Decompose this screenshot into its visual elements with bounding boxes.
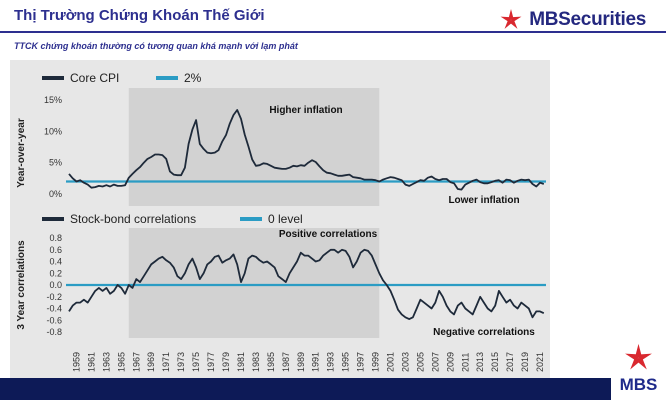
y-tick-label: 10% <box>44 126 62 136</box>
footer-band <box>0 378 666 400</box>
x-tick-label: 1971 <box>161 352 171 372</box>
x-tick-label: 1993 <box>326 352 336 372</box>
y-tick-label: -0.4 <box>46 304 62 314</box>
x-tick-label: 1961 <box>86 352 96 372</box>
y-tick-label: 15% <box>44 95 62 105</box>
x-tick-label: 2011 <box>460 353 470 372</box>
x-tick-label: 1985 <box>266 352 276 372</box>
y-axis-title-top: Year-over-year <box>16 118 27 188</box>
x-tick-label: 1979 <box>221 352 231 372</box>
x-tick-label: 1987 <box>281 352 291 372</box>
brand-name: MBSecurities <box>529 9 646 30</box>
x-tick-label: 1959 <box>71 352 81 372</box>
slide-subtitle: TTCK chứng khoán thường có tương quan kh… <box>14 41 298 51</box>
star-logo-icon <box>500 9 522 29</box>
annotation-higher-inflation: Higher inflation <box>269 105 342 116</box>
legend-label-core-cpi: Core CPI <box>70 71 119 85</box>
x-tick-label: 1983 <box>251 352 261 372</box>
x-tick-label: 1977 <box>206 352 216 372</box>
x-tick-label: 2013 <box>475 352 485 372</box>
x-tick-label: 2021 <box>535 352 545 372</box>
x-tick-label: 1997 <box>356 352 366 372</box>
annotation-lower-inflation: Lower inflation <box>448 195 519 206</box>
legend-swatch-stock-bond <box>42 217 64 221</box>
mbs-star-icon <box>625 343 652 370</box>
legend-label-zero-level: 0 level <box>268 212 303 226</box>
legend-label-2pct: 2% <box>184 71 202 85</box>
y-tick-label: 0.8 <box>49 233 62 243</box>
stock-bond-correlation-line <box>68 248 545 321</box>
shaded-period-bottom <box>128 228 380 338</box>
x-tick-label: 1967 <box>131 352 141 372</box>
x-tick-label: 1999 <box>371 352 381 372</box>
y-tick-label: -0.8 <box>46 327 62 337</box>
y-tick-label: 0.0 <box>49 280 62 290</box>
x-tick-label: 1989 <box>296 352 306 372</box>
x-tick-label: 2005 <box>415 352 425 372</box>
legend-swatch-core-cpi <box>42 76 64 80</box>
x-tick-label: 1981 <box>236 352 246 372</box>
brand-logo: MBSecurities <box>499 8 646 32</box>
x-tick-label: 1963 <box>101 352 111 372</box>
legend-label-stock-bond: Stock-bond correlations <box>70 212 196 226</box>
mbs-badge: MBS <box>611 340 666 400</box>
slide-title: Thị Trường Chứng Khoán Thế Giới <box>14 7 265 24</box>
x-tick-label: 1995 <box>341 352 351 372</box>
y-axis-title-bottom: 3 Year correlations <box>16 240 27 330</box>
x-tick-label: 1969 <box>146 352 156 372</box>
x-tick-label: 2019 <box>520 352 530 372</box>
annotation-positive-correlations: Positive correlations <box>279 229 378 240</box>
core-cpi-line <box>68 109 545 191</box>
x-tick-label: 2001 <box>385 352 395 372</box>
x-tick-label: 2007 <box>430 352 440 372</box>
x-tick-label: 1965 <box>116 352 126 372</box>
mbs-badge-text: MBS <box>619 375 658 394</box>
y-tick-label: 0% <box>49 189 62 199</box>
x-tick-label: 1991 <box>311 352 321 372</box>
x-tick-label: 1973 <box>176 352 186 372</box>
inflation-correlation-chart: Core CPI 2% Stock-bond correlations 0 le… <box>10 60 550 378</box>
x-tick-label: 2017 <box>505 352 515 372</box>
y-tick-label: 0.4 <box>49 257 62 267</box>
y-tick-label: 0.2 <box>49 268 62 278</box>
y-tick-label: 5% <box>49 158 62 168</box>
y-tick-label: 0.6 <box>49 245 62 255</box>
title-divider <box>0 31 666 33</box>
y-tick-label: -0.6 <box>46 315 62 325</box>
legend-swatch-2pct <box>156 76 178 80</box>
x-tick-label: 2009 <box>445 352 455 372</box>
x-tick-label: 2003 <box>400 352 410 372</box>
y-tick-label: -0.2 <box>46 292 62 302</box>
x-tick-label: 2015 <box>490 352 500 372</box>
x-tick-label: 1975 <box>191 352 201 372</box>
shaded-period-top <box>128 88 380 206</box>
annotation-negative-correlations: Negative correlations <box>433 327 535 338</box>
legend-swatch-zero-level <box>240 217 262 221</box>
